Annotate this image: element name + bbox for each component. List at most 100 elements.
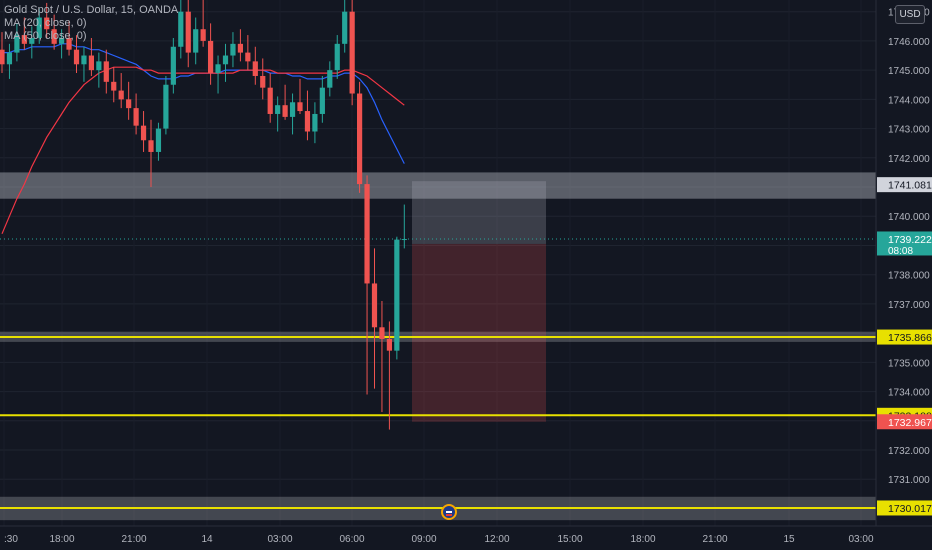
- candle-body-49: [364, 184, 370, 284]
- candle-body-2: [14, 35, 20, 53]
- candle-body-44: [327, 70, 333, 88]
- x-tick-label-10: 21:00: [702, 534, 727, 545]
- y-tick-label-13: 1743.000: [888, 125, 930, 136]
- candle-body-7: [51, 29, 57, 44]
- x-tick-label-5: 06:00: [339, 534, 364, 545]
- candle-body-32: [237, 43, 243, 53]
- candle-body-43: [319, 87, 325, 114]
- currency-badge[interactable]: USD: [895, 5, 925, 24]
- x-tick-label-3: 14: [201, 534, 213, 545]
- candle-body-10: [73, 49, 80, 65]
- symbol-title[interactable]: Gold Spot / U.S. Dollar, 15, OANDA: [4, 4, 179, 16]
- candle-body-8: [59, 37, 65, 44]
- candle-body-28: [208, 40, 214, 74]
- target-label-bg: [877, 414, 932, 430]
- candle-body-17: [126, 99, 132, 109]
- candle-body-24: [178, 11, 184, 47]
- candle-body-50: [371, 283, 378, 328]
- candle-body-31: [230, 43, 236, 56]
- ma20-legend[interactable]: MA (20, close, 0): [4, 17, 87, 29]
- x-tick-label-11: 15: [783, 534, 795, 545]
- candle-body-9: [66, 37, 72, 50]
- y-tick-label-1: 1731.000: [888, 475, 930, 486]
- candle-body-45: [334, 43, 340, 71]
- candle-body-51: [379, 327, 385, 339]
- candle-body-35: [260, 75, 266, 88]
- candle-body-48: [357, 93, 363, 185]
- candle-body-37: [275, 105, 281, 114]
- candle-body-53: [394, 239, 400, 351]
- y-tick-label-15: 1745.000: [888, 66, 930, 77]
- candle-body-18: [133, 108, 139, 126]
- candle-body-11: [81, 55, 87, 65]
- candle-body-14: [103, 61, 109, 82]
- candle-body-12: [88, 55, 94, 71]
- x-tick-label-9: 18:00: [630, 534, 655, 545]
- current-price-bg: [877, 231, 932, 256]
- candle-body-21: [155, 128, 162, 152]
- us-flag-event-icon[interactable]: [441, 504, 457, 520]
- countdown-label: 08:08: [888, 246, 913, 257]
- candle-body-38: [282, 105, 288, 117]
- x-tick-label-6: 09:00: [411, 534, 436, 545]
- current-price-label: 1739.222: [888, 234, 932, 246]
- candle-body-30: [222, 55, 229, 65]
- candle-body-19: [140, 125, 147, 141]
- candle-body-1: [6, 52, 13, 65]
- level-label-1741: 1741.081: [888, 180, 932, 192]
- candle-body-41: [304, 111, 311, 132]
- candle-body-23: [170, 46, 176, 85]
- candle-body-22: [163, 84, 169, 129]
- x-tick-label-12: 03:00: [848, 534, 873, 545]
- candle-body-0: [0, 49, 5, 65]
- level-label-1730: 1730.017: [888, 503, 932, 515]
- x-tick-label-2: 21:00: [121, 534, 146, 545]
- candle-body-5: [36, 17, 42, 38]
- x-tick-label-1: 18:00: [49, 534, 74, 545]
- y-tick-label-14: 1744.000: [888, 95, 930, 106]
- candle-body-39: [289, 102, 296, 117]
- level-label-1735: 1735.866: [888, 332, 932, 344]
- level-label-1735-bg: [877, 329, 932, 345]
- price-axis: [876, 0, 932, 550]
- level-label-1741-bg: [877, 177, 932, 193]
- y-tick-label-5: 1735.000: [888, 358, 930, 369]
- candle-body-54: [401, 239, 407, 241]
- ma50-legend[interactable]: MA (50, close, 0): [4, 30, 87, 42]
- candle-body-36: [267, 87, 273, 114]
- candle-body-26: [193, 29, 199, 53]
- y-tick-label-7: 1737.000: [888, 300, 930, 311]
- x-tick-label-0: :30: [4, 534, 18, 545]
- level-zone-0: [0, 172, 876, 199]
- candle-body-25: [185, 11, 191, 53]
- y-tick-label-12: 1742.000: [888, 154, 930, 165]
- target-label: 1732.967: [888, 417, 932, 429]
- candle-body-16: [118, 90, 124, 100]
- x-tick-label-8: 15:00: [557, 534, 582, 545]
- x-tick-label-7: 12:00: [484, 534, 509, 545]
- x-tick-label-4: 03:00: [267, 534, 292, 545]
- y-tick-label-2: 1732.000: [888, 446, 930, 457]
- candle-body-6: [44, 17, 50, 30]
- candle-body-42: [312, 113, 318, 132]
- candle-body-27: [200, 29, 206, 41]
- candle-body-47: [349, 11, 355, 94]
- candle-body-15: [111, 81, 117, 91]
- y-tick-label-10: 1740.000: [888, 212, 930, 223]
- position-risk-box: [412, 181, 546, 244]
- candle-body-34: [252, 61, 258, 76]
- candle-body-40: [297, 102, 303, 112]
- position-target-box: [412, 243, 546, 422]
- candle-body-33: [245, 52, 251, 62]
- y-tick-label-8: 1738.000: [888, 271, 930, 282]
- candle-body-13: [96, 61, 102, 71]
- time-axis: [0, 526, 932, 550]
- candle-body-3: [21, 35, 27, 44]
- y-tick-label-16: 1746.000: [888, 37, 930, 48]
- level-label-1730-bg: [877, 500, 932, 516]
- candle-body-46: [342, 11, 348, 44]
- candle-body-4: [29, 37, 35, 44]
- y-tick-label-4: 1734.000: [888, 388, 930, 399]
- candle-body-29: [215, 64, 221, 74]
